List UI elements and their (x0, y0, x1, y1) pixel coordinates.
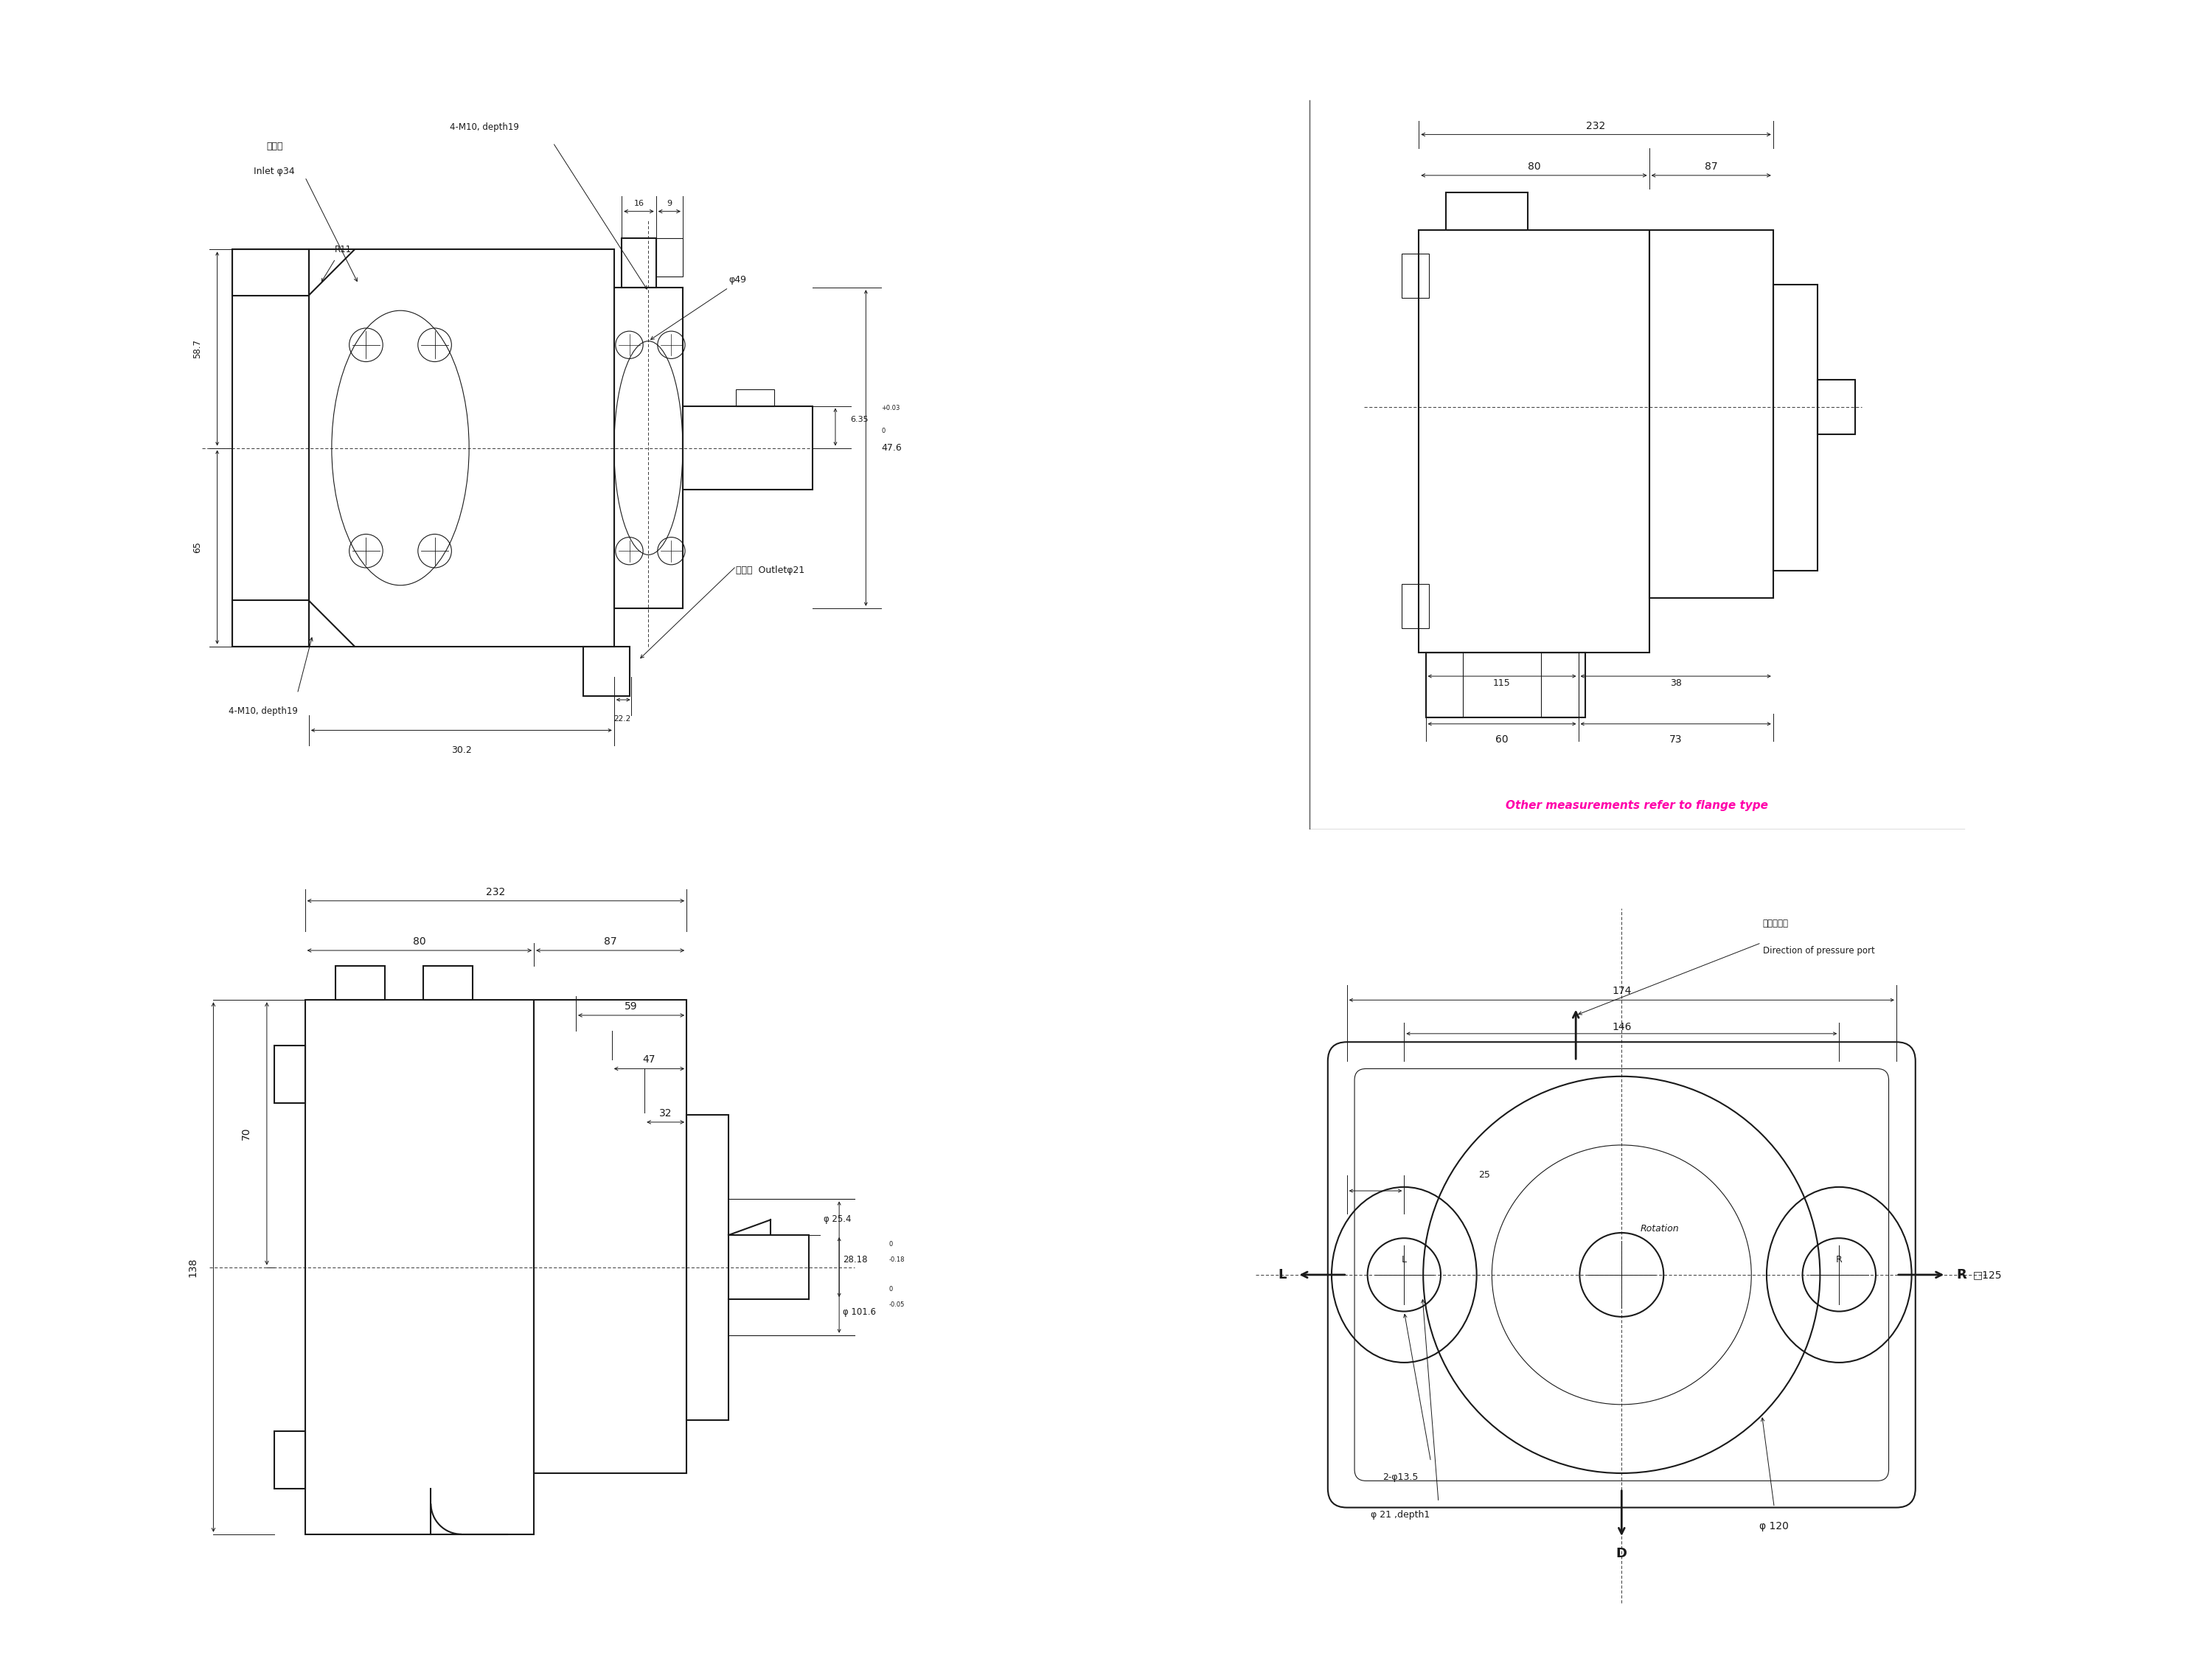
Bar (622, 239, 657, 287)
Text: 47.6: 47.6 (880, 443, 902, 453)
Bar (305, 1000, 533, 1535)
Text: 115: 115 (1493, 679, 1511, 688)
Text: 出油口  Outletφ21: 出油口 Outletφ21 (737, 566, 805, 574)
Bar (1650, 231, 1774, 597)
Text: L: L (1279, 1267, 1285, 1281)
Text: 138: 138 (188, 1258, 199, 1277)
Text: 25: 25 (1478, 1170, 1491, 1180)
Text: 0: 0 (889, 1286, 894, 1292)
Text: 22.2: 22.2 (615, 715, 630, 722)
Text: 4-M10, depth19: 4-M10, depth19 (449, 123, 520, 133)
Text: 60: 60 (1495, 733, 1509, 745)
Text: R11: R11 (334, 246, 352, 254)
Bar (737, 390, 774, 406)
Text: 80: 80 (1528, 161, 1540, 173)
Bar (1402, 254, 1429, 299)
Bar (533, 1000, 686, 1473)
Bar (1774, 284, 1818, 571)
Text: φ 101.6: φ 101.6 (843, 1307, 876, 1317)
Bar (232, 249, 310, 647)
Text: +0.03: +0.03 (880, 405, 900, 411)
Bar (686, 1115, 728, 1420)
Bar (1427, 652, 1586, 717)
Text: Direction of pressure port: Direction of pressure port (1763, 946, 1876, 956)
Text: 6.35: 6.35 (852, 416, 869, 423)
Bar (1418, 231, 1650, 652)
Bar (1427, 652, 1462, 717)
Text: L: L (1402, 1254, 1407, 1264)
Text: 入油口: 入油口 (265, 141, 283, 151)
Bar (1447, 192, 1528, 231)
Text: 73: 73 (1670, 733, 1681, 745)
Text: 16: 16 (633, 201, 644, 207)
Bar (1818, 380, 1856, 435)
Text: φ49: φ49 (728, 275, 745, 285)
Bar (232, 249, 310, 295)
Text: 0: 0 (880, 428, 885, 435)
Text: Rotation: Rotation (1641, 1224, 1679, 1234)
Text: D: D (1617, 1546, 1628, 1559)
Text: 174: 174 (1613, 985, 1630, 995)
Bar (684, 406, 812, 489)
Text: Other measurements refer to flange type: Other measurements refer to flange type (1506, 800, 1767, 811)
Text: φ 21 ,depth1: φ 21 ,depth1 (1371, 1510, 1429, 1520)
Bar (336, 966, 385, 1000)
Text: 4-M10, depth19: 4-M10, depth19 (228, 707, 299, 717)
Text: 87: 87 (1705, 161, 1719, 173)
Text: □125: □125 (1973, 1269, 2002, 1281)
Text: 146: 146 (1613, 1022, 1632, 1032)
Bar (422, 966, 473, 1000)
Text: 出油口方向: 出油口方向 (1763, 919, 1790, 929)
Text: 38: 38 (1670, 679, 1681, 688)
Text: -0.05: -0.05 (889, 1301, 905, 1307)
Bar (310, 249, 615, 647)
Bar (584, 647, 630, 697)
Text: 58.7: 58.7 (192, 338, 201, 358)
Text: -0.18: -0.18 (889, 1256, 905, 1262)
Text: 9: 9 (666, 201, 672, 207)
Text: 87: 87 (604, 936, 617, 947)
Text: R: R (1836, 1254, 1843, 1264)
Bar (274, 1045, 305, 1103)
Bar (1542, 652, 1579, 717)
Text: 232: 232 (487, 886, 507, 898)
Bar (615, 287, 684, 609)
Text: 47: 47 (644, 1055, 655, 1065)
Text: 70: 70 (241, 1126, 252, 1140)
Bar (1402, 584, 1429, 629)
Text: 30.2: 30.2 (451, 745, 471, 755)
Text: 2-φ13.5: 2-φ13.5 (1382, 1472, 1418, 1481)
Text: 32: 32 (659, 1108, 672, 1118)
Text: R: R (1955, 1267, 1966, 1281)
Text: 0: 0 (889, 1241, 894, 1248)
Text: 59: 59 (624, 1000, 637, 1012)
Text: φ 120: φ 120 (1759, 1521, 1790, 1531)
Bar (232, 601, 310, 647)
Text: 232: 232 (1586, 121, 1606, 131)
Bar (274, 1432, 305, 1488)
Text: 80: 80 (414, 936, 427, 947)
Text: 28.18: 28.18 (843, 1254, 867, 1264)
Bar (657, 237, 684, 275)
Text: Inlet φ34: Inlet φ34 (254, 168, 294, 176)
Text: φ 25.4: φ 25.4 (823, 1214, 852, 1224)
Text: 65: 65 (192, 541, 201, 552)
